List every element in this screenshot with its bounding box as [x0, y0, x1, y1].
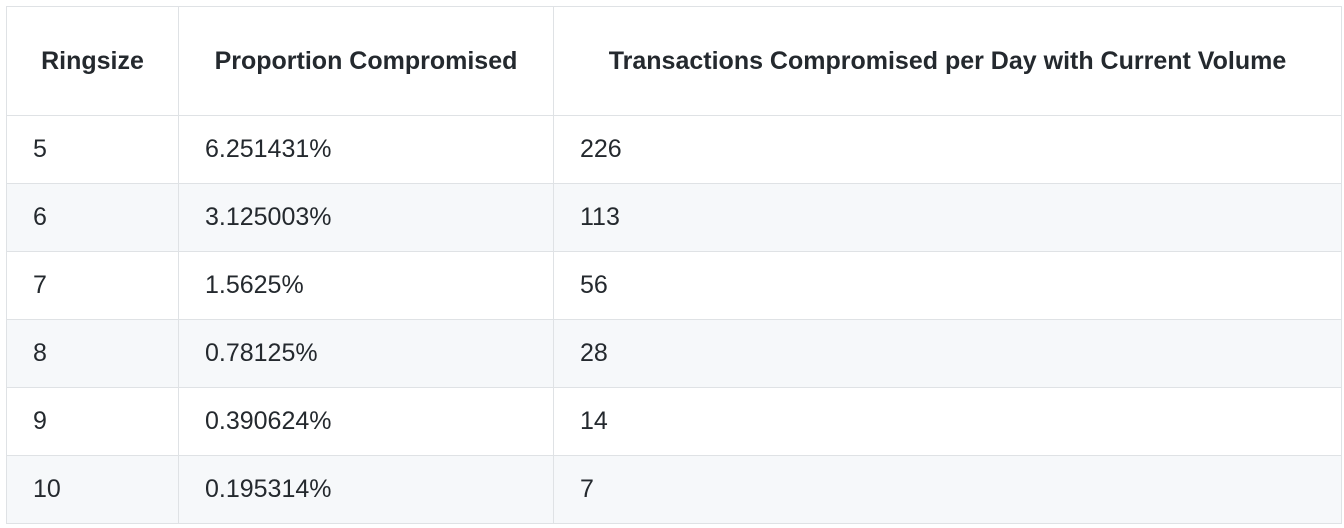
cell-proportion: 1.5625%: [178, 251, 554, 320]
cell-proportion: 6.251431%: [178, 115, 554, 184]
header-proportion-compromised: Proportion Compromised: [178, 6, 554, 116]
cell-transactions: 28: [553, 319, 1342, 388]
cell-proportion: 0.195314%: [178, 455, 554, 524]
cell-proportion: 0.78125%: [178, 319, 554, 388]
data-table: Ringsize Proportion Compromised Transact…: [6, 6, 1342, 524]
cell-ringsize: 7: [6, 251, 179, 320]
table-row: 7 1.5625% 56: [6, 251, 1342, 320]
table-row: 5 6.251431% 226: [6, 115, 1342, 184]
table-row: 9 0.390624% 14: [6, 387, 1342, 456]
header-transactions-compromised: Transactions Compromised per Day with Cu…: [553, 6, 1342, 116]
header-ringsize: Ringsize: [6, 6, 179, 116]
cell-ringsize: 6: [6, 183, 179, 252]
cell-transactions: 14: [553, 387, 1342, 456]
cell-ringsize: 5: [6, 115, 179, 184]
cell-ringsize: 10: [6, 455, 179, 524]
table-header: Ringsize Proportion Compromised Transact…: [6, 6, 1342, 116]
cell-transactions: 113: [553, 183, 1342, 252]
cell-ringsize: 9: [6, 387, 179, 456]
table-row: 8 0.78125% 28: [6, 319, 1342, 388]
cell-transactions: 226: [553, 115, 1342, 184]
cell-proportion: 3.125003%: [178, 183, 554, 252]
cell-transactions: 7: [553, 455, 1342, 524]
table-row: 10 0.195314% 7: [6, 455, 1342, 524]
table-body: 5 6.251431% 226 6 3.125003% 113 7 1.5625…: [6, 115, 1342, 524]
cell-proportion: 0.390624%: [178, 387, 554, 456]
cell-ringsize: 8: [6, 319, 179, 388]
table-row: 6 3.125003% 113: [6, 183, 1342, 252]
cell-transactions: 56: [553, 251, 1342, 320]
header-row: Ringsize Proportion Compromised Transact…: [6, 6, 1342, 116]
